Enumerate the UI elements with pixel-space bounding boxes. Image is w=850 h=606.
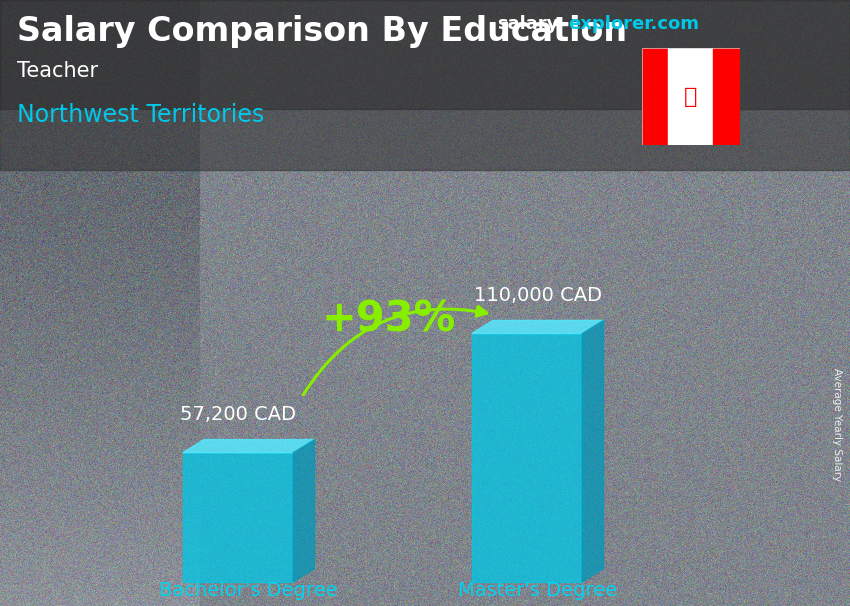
Text: +93%: +93%: [321, 298, 456, 341]
Bar: [642, 48, 668, 145]
Text: Average Yearly Salary: Average Yearly Salary: [832, 368, 842, 481]
Bar: [668, 48, 713, 145]
Text: 57,200 CAD: 57,200 CAD: [180, 405, 296, 424]
Polygon shape: [183, 439, 314, 453]
Text: 🍁: 🍁: [684, 87, 697, 107]
Text: Bachelor's Degree: Bachelor's Degree: [159, 581, 338, 600]
Text: explorer.com: explorer.com: [568, 15, 699, 33]
Polygon shape: [472, 321, 604, 333]
Text: Master's Degree: Master's Degree: [458, 581, 617, 600]
Text: salary: salary: [497, 15, 558, 33]
Text: Northwest Territories: Northwest Territories: [17, 103, 264, 127]
Polygon shape: [582, 321, 603, 582]
Polygon shape: [293, 439, 314, 582]
Bar: [0, 0, 850, 109]
Text: 110,000 CAD: 110,000 CAD: [473, 286, 602, 305]
Polygon shape: [472, 333, 582, 582]
Polygon shape: [183, 453, 293, 582]
FancyArrowPatch shape: [303, 307, 487, 395]
Bar: [713, 48, 740, 145]
Text: Teacher: Teacher: [17, 61, 98, 81]
Bar: [0, 0, 850, 170]
Text: Salary Comparison By Education: Salary Comparison By Education: [17, 15, 627, 48]
